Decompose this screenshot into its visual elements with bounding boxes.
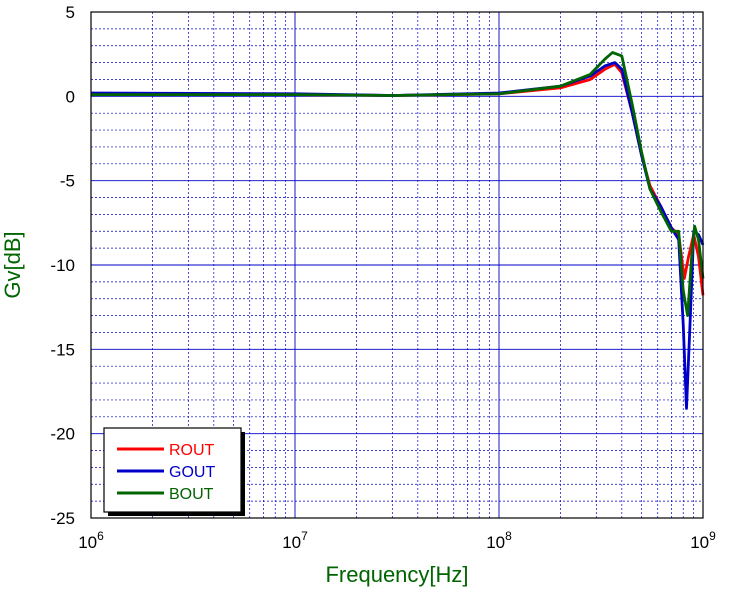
y-tick-label: -5 [60,172,75,191]
plot-frame [90,11,704,519]
x-tick-exponent: 9 [709,529,716,543]
x-tick-label: 109 [690,529,716,552]
y-tick-label: -10 [50,256,75,275]
legend-label-bout: BOUT [169,486,214,503]
y-tick-label: 0 [66,87,75,106]
legend-label-rout: ROUT [169,442,215,459]
x-tick-exponent: 6 [97,529,104,543]
series-line-bout [91,51,705,317]
y-tick-label: 5 [66,3,75,22]
series-lines [90,51,705,410]
legend-label-gout: GOUT [169,464,215,481]
x-tick-exponent: 7 [301,529,308,543]
x-tick-base: 10 [486,533,505,552]
x-tick-labels: 106 107 108 109 [78,529,716,552]
legend: ROUT GOUT BOUT [103,427,245,516]
y-tick-label: -15 [50,340,75,359]
x-tick-base: 10 [78,533,97,552]
x-tick-base: 10 [690,533,709,552]
y-tick-labels: 5 0 -5 -10 -15 -20 -25 [50,3,75,528]
series-line-gout [90,61,705,410]
y-axis-label: Gv[dB] [0,231,25,298]
x-tick-label: 106 [78,529,104,552]
x-tick-exponent: 8 [505,529,512,543]
x-tick-label: 107 [282,529,308,552]
x-tick-base: 10 [282,533,301,552]
x-tick-label: 108 [486,529,512,552]
y-tick-label: -25 [50,509,75,528]
series-line-rout [91,62,705,296]
y-tick-label: -20 [50,425,75,444]
x-axis-label: Frequency[Hz] [325,562,468,587]
